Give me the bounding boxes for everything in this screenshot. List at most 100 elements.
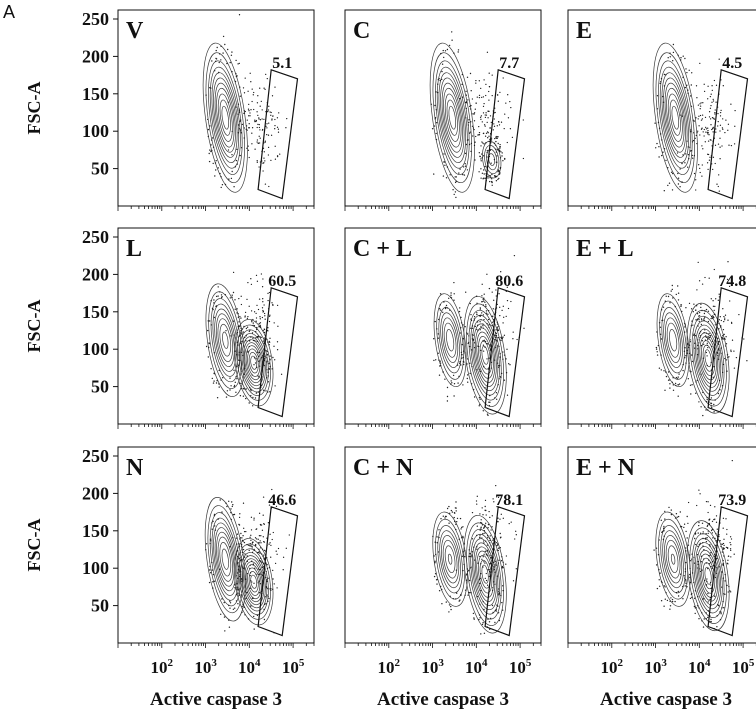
event-dot bbox=[685, 307, 687, 309]
contour-line bbox=[436, 66, 468, 169]
event-dot bbox=[234, 166, 237, 168]
event-dot bbox=[244, 315, 246, 317]
event-dot bbox=[720, 613, 722, 615]
event-dot bbox=[707, 346, 709, 349]
event-dot bbox=[696, 504, 698, 507]
event-dot bbox=[665, 592, 667, 594]
event-dot bbox=[482, 323, 484, 325]
event-dot bbox=[694, 342, 696, 344]
event-dot bbox=[502, 305, 504, 307]
event-dot bbox=[516, 338, 518, 341]
event-dot bbox=[502, 585, 504, 587]
event-dot bbox=[715, 131, 717, 133]
event-dot bbox=[489, 175, 491, 177]
x-tick-label: 105 bbox=[282, 657, 305, 677]
event-dot bbox=[468, 143, 471, 146]
contour-line bbox=[659, 66, 691, 169]
event-dot bbox=[503, 354, 506, 356]
panel-label: E + L bbox=[576, 236, 634, 262]
event-dot bbox=[486, 413, 489, 415]
event-dot bbox=[479, 307, 481, 309]
event-dot bbox=[743, 338, 745, 340]
event-dot bbox=[720, 352, 722, 354]
event-dot bbox=[274, 359, 276, 361]
event-dot bbox=[464, 101, 467, 104]
event-dot bbox=[240, 545, 243, 547]
contour-line bbox=[435, 60, 470, 175]
event-dot bbox=[479, 370, 482, 372]
event-dot bbox=[263, 522, 265, 525]
event-dot bbox=[234, 308, 236, 310]
event-dot bbox=[704, 316, 706, 319]
event-dot bbox=[466, 568, 469, 570]
event-dot bbox=[509, 128, 512, 130]
event-dot bbox=[265, 586, 268, 588]
event-dot bbox=[249, 340, 251, 342]
event-dot bbox=[686, 84, 688, 87]
event-dot bbox=[493, 501, 495, 503]
contour-line bbox=[667, 93, 683, 142]
event-dot bbox=[695, 381, 697, 383]
event-dot bbox=[258, 573, 260, 576]
event-dot bbox=[230, 508, 232, 510]
event-dot bbox=[501, 372, 503, 375]
event-dot bbox=[257, 551, 260, 554]
panel-label: E + N bbox=[576, 455, 636, 481]
event-dot bbox=[709, 118, 712, 120]
event-dot bbox=[260, 542, 262, 544]
event-dot bbox=[730, 591, 732, 593]
event-dot bbox=[491, 178, 493, 180]
event-dot bbox=[454, 181, 457, 184]
event-dot bbox=[248, 127, 250, 129]
plot-area bbox=[205, 271, 299, 418]
event-dot bbox=[483, 79, 485, 81]
event-dot bbox=[484, 505, 486, 508]
event-dot bbox=[714, 518, 716, 520]
event-dot bbox=[677, 183, 680, 185]
event-dot bbox=[267, 600, 269, 602]
event-dot bbox=[481, 507, 483, 509]
event-dot bbox=[490, 162, 492, 164]
event-dot bbox=[268, 291, 271, 294]
event-dot bbox=[694, 590, 697, 592]
event-dot bbox=[263, 541, 266, 543]
event-dot bbox=[501, 337, 504, 339]
event-dot bbox=[465, 94, 468, 96]
event-dot bbox=[451, 511, 454, 513]
event-dot bbox=[499, 306, 501, 308]
event-dot bbox=[696, 553, 699, 556]
event-dot bbox=[499, 146, 501, 148]
event-dot bbox=[433, 575, 436, 578]
event-dot bbox=[677, 515, 680, 518]
event-dot bbox=[259, 569, 261, 571]
event-dot bbox=[677, 590, 679, 593]
event-dot bbox=[504, 113, 506, 115]
event-dot bbox=[497, 547, 500, 549]
event-dot bbox=[451, 382, 453, 384]
event-dot bbox=[445, 304, 448, 307]
event-dot bbox=[691, 141, 694, 143]
y-tick-label: 150 bbox=[82, 521, 109, 541]
event-dot bbox=[724, 131, 726, 134]
event-dot bbox=[238, 516, 241, 519]
event-dot bbox=[659, 585, 661, 587]
event-dot bbox=[653, 549, 655, 551]
contour-line bbox=[670, 553, 676, 565]
event-dot bbox=[701, 620, 703, 622]
event-dot bbox=[251, 127, 254, 129]
event-dot bbox=[738, 313, 740, 316]
event-dot bbox=[716, 183, 718, 185]
event-dot bbox=[252, 337, 254, 340]
event-dot bbox=[468, 549, 470, 551]
event-dot bbox=[213, 372, 215, 374]
event-dot bbox=[483, 542, 485, 544]
event-dot bbox=[656, 108, 659, 110]
event-dot bbox=[209, 542, 211, 545]
event-dot bbox=[657, 554, 660, 556]
event-dot bbox=[266, 580, 268, 583]
event-dot bbox=[718, 328, 720, 330]
event-dot bbox=[246, 119, 248, 121]
event-dot bbox=[230, 177, 233, 180]
event-dot bbox=[470, 318, 472, 320]
event-dot bbox=[253, 108, 255, 111]
